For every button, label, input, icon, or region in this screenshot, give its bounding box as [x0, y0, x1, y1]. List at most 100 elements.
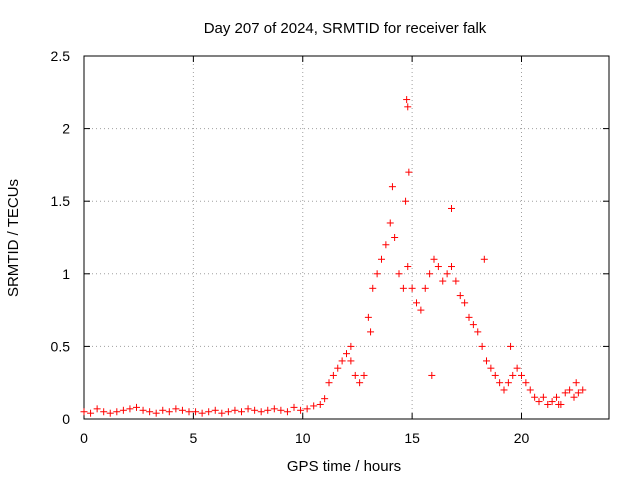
data-points — [80, 96, 587, 417]
data-point — [417, 306, 425, 314]
y-tick-label: 0.5 — [51, 338, 71, 354]
data-point — [297, 406, 305, 414]
data-point — [405, 168, 413, 176]
data-point — [351, 371, 359, 379]
data-point — [100, 408, 108, 416]
y-tick-labels: 0 0.5 1 1.5 2 2.5 — [51, 48, 71, 427]
data-point — [316, 400, 324, 408]
data-point — [218, 409, 226, 417]
data-point — [369, 284, 377, 292]
data-point — [395, 270, 403, 278]
data-point — [283, 408, 291, 416]
data-point — [211, 406, 219, 414]
data-point — [277, 406, 285, 414]
data-point — [310, 402, 318, 410]
data-point — [178, 406, 186, 414]
data-point — [251, 406, 259, 414]
data-point — [413, 299, 420, 307]
data-point — [443, 270, 451, 278]
data-point — [539, 393, 547, 401]
grid-lines — [84, 56, 609, 419]
data-point — [321, 395, 329, 403]
data-point — [224, 408, 232, 416]
data-point — [334, 364, 342, 372]
data-point — [480, 255, 488, 263]
data-point — [172, 405, 180, 413]
data-point — [548, 398, 556, 406]
data-point — [500, 386, 508, 394]
data-point — [504, 379, 512, 387]
y-tick-label: 1 — [62, 266, 70, 282]
data-point — [531, 393, 539, 401]
data-point — [428, 371, 436, 379]
data-point — [572, 379, 580, 387]
plot-frame — [83, 55, 610, 420]
data-point — [360, 371, 368, 379]
data-point — [448, 204, 455, 212]
y-tick-label: 1.5 — [51, 193, 71, 209]
y-axis-label: SRMTID / TECUs — [5, 179, 22, 297]
data-point — [402, 197, 410, 205]
data-point — [325, 379, 333, 387]
data-point — [399, 284, 407, 292]
data-point — [133, 403, 140, 411]
y-tick-label: 0 — [62, 411, 70, 427]
data-point — [382, 241, 390, 249]
x-tick-label: 0 — [80, 430, 88, 446]
data-point — [535, 398, 543, 406]
data-point — [526, 386, 534, 394]
data-point — [146, 408, 154, 416]
data-point — [152, 409, 160, 417]
data-point — [338, 357, 346, 365]
data-point — [347, 357, 355, 365]
data-point — [555, 400, 563, 408]
data-point — [574, 389, 582, 397]
data-point — [303, 405, 311, 413]
data-point — [192, 408, 200, 416]
data-point — [347, 342, 355, 350]
data-point — [487, 364, 495, 372]
data-point — [404, 103, 412, 111]
data-point — [553, 393, 560, 401]
x-tick-label: 20 — [514, 430, 530, 446]
data-point — [448, 263, 455, 271]
y-tick-label: 2 — [62, 121, 70, 137]
data-point — [456, 292, 464, 300]
x-tick-label: 15 — [404, 430, 420, 446]
data-point — [80, 408, 88, 416]
data-point — [388, 183, 396, 191]
data-point — [139, 406, 147, 414]
data-point — [430, 255, 438, 263]
data-point — [566, 386, 574, 394]
data-point — [113, 408, 121, 416]
data-point — [570, 393, 578, 401]
data-point — [93, 405, 101, 413]
data-point — [496, 379, 504, 387]
data-point — [421, 284, 429, 292]
data-point — [231, 406, 239, 414]
data-point — [87, 409, 95, 417]
data-point — [106, 409, 114, 417]
x-tick-label: 10 — [295, 430, 311, 446]
data-point — [185, 408, 193, 416]
data-point — [491, 371, 499, 379]
data-point — [518, 371, 525, 379]
data-point — [434, 263, 442, 271]
data-point — [544, 400, 552, 408]
x-tick-label: 5 — [189, 430, 197, 446]
x-axis-label: GPS time / hours — [287, 458, 401, 475]
data-point — [522, 379, 530, 387]
data-point — [238, 408, 245, 416]
data-point — [126, 405, 134, 413]
data-point — [367, 328, 375, 336]
data-point — [391, 234, 399, 241]
data-point — [403, 96, 411, 104]
data-point — [364, 313, 372, 321]
data-point — [461, 299, 469, 307]
data-point — [119, 406, 127, 414]
data-point — [452, 277, 460, 285]
data-point — [373, 270, 381, 278]
data-point — [507, 342, 515, 350]
data-point — [404, 263, 412, 271]
